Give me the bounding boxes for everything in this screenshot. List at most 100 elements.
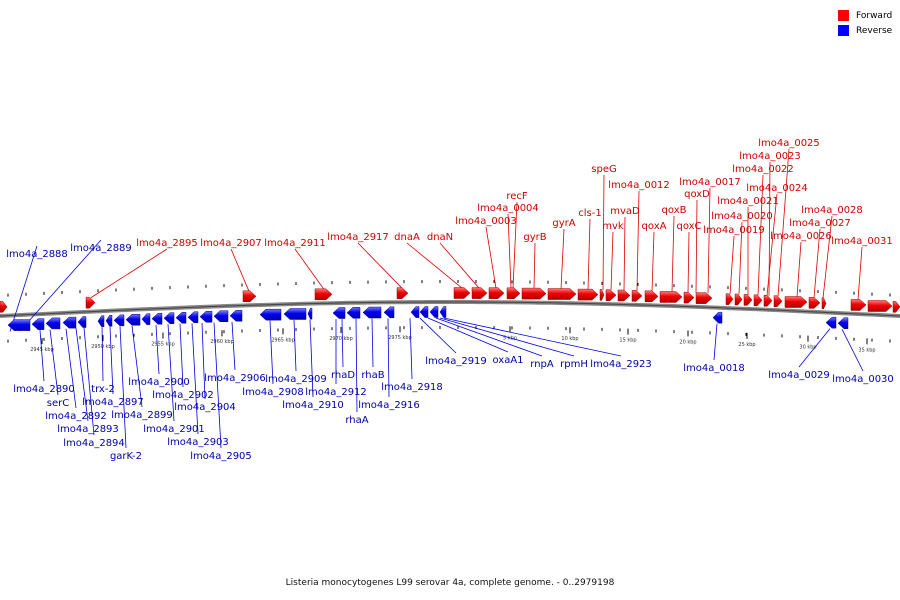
reverse-gene bbox=[383, 306, 395, 319]
leader-oxaa1 bbox=[427, 317, 509, 353]
label-lmo4a-2892: lmo4a_2892 bbox=[45, 411, 107, 422]
label-trx-2: trx-2 bbox=[91, 384, 115, 395]
forward-gene bbox=[631, 290, 643, 302]
label-lmo4a-0003: lmo4a_0003 bbox=[455, 216, 517, 227]
leader-lmo4a-2897 bbox=[109, 326, 114, 395]
reverse-gene bbox=[31, 318, 45, 330]
leader-dnaa bbox=[406, 242, 463, 289]
reverse-swatch bbox=[838, 25, 849, 36]
forward-gene bbox=[773, 295, 783, 307]
leader-lmo4a-2894 bbox=[83, 327, 95, 436]
label-gark-2: garK-2 bbox=[110, 451, 142, 462]
label-lmo4a-2910: lmo4a_2910 bbox=[282, 400, 344, 411]
forward-gene bbox=[547, 288, 577, 300]
label-leader-lines bbox=[9, 148, 864, 449]
reverse-gene bbox=[7, 319, 31, 331]
leader-dnan bbox=[439, 242, 480, 289]
label-lmo4a-2895: lmo4a_2895 bbox=[136, 238, 198, 249]
label-lmo4a-2905: lmo4a_2905 bbox=[190, 451, 252, 462]
label-lmo4a-0020: lmo4a_0020 bbox=[711, 211, 773, 222]
label-lmo4a-2903: lmo4a_2903 bbox=[167, 437, 229, 448]
reverse-gene bbox=[307, 307, 313, 320]
label-lmo4a-0021: lmo4a_0021 bbox=[717, 196, 779, 207]
label-speg: speG bbox=[591, 164, 616, 175]
leader-trx-2 bbox=[101, 327, 104, 382]
genome-caption: Listeria monocytogenes L99 serovar 4a, c… bbox=[285, 578, 615, 588]
forward-gene bbox=[753, 294, 763, 307]
reverse-gene bbox=[825, 316, 837, 329]
reverse-gene bbox=[62, 316, 77, 329]
leader-lmo4a-0003 bbox=[485, 226, 497, 289]
leader-gark-2 bbox=[119, 326, 127, 449]
leader-serc bbox=[49, 329, 59, 396]
leader-lmo4a-0004 bbox=[507, 213, 512, 289]
label-lmo4a-0023: lmo4a_0023 bbox=[739, 151, 801, 162]
leader-rhaa bbox=[355, 318, 358, 413]
leader-lmo4a-2917 bbox=[357, 242, 403, 289]
forward-gene bbox=[314, 288, 333, 301]
reverse-gene bbox=[113, 314, 125, 327]
label-lmo4a-2893: lmo4a_2893 bbox=[57, 424, 119, 435]
reverse-gene bbox=[175, 311, 187, 324]
forward-gene bbox=[0, 301, 8, 313]
label-lmo4a-2906: lmo4a_2906 bbox=[204, 373, 266, 384]
leader-lmo4a-2919 bbox=[419, 317, 457, 354]
label-lmo4a-2894: lmo4a_2894 bbox=[63, 438, 125, 449]
leader-lmo4a-2899 bbox=[131, 325, 143, 408]
leader-lmo4a-0020 bbox=[738, 221, 743, 295]
reverse-gene bbox=[141, 313, 151, 325]
forward-gene bbox=[599, 289, 605, 301]
label-lmo4a-0019: lmo4a_0019 bbox=[703, 225, 765, 236]
leader-gyrb bbox=[533, 242, 536, 289]
tick-label: 15 kbp bbox=[619, 338, 636, 344]
reverse-gene bbox=[163, 312, 175, 324]
label-lmo4a-2901: lmo4a_2901 bbox=[143, 424, 205, 435]
tick-label: 5 kbp bbox=[503, 335, 517, 341]
leader-lmo4a-2895 bbox=[90, 248, 168, 298]
legend: Forward Reverse bbox=[838, 8, 892, 38]
reverse-gene bbox=[229, 309, 243, 322]
forward-gene bbox=[695, 292, 713, 304]
leader-lmo4a-0018 bbox=[713, 323, 718, 361]
label-qoxa: qoxA bbox=[642, 221, 667, 232]
label-cls-1: cls-1 bbox=[578, 208, 601, 219]
leader-mvad bbox=[623, 216, 626, 291]
reverse-gene bbox=[410, 306, 420, 318]
reverse-gene bbox=[45, 317, 61, 330]
leader-lmo4a-2906 bbox=[231, 321, 236, 371]
label-lmo4a-2908: lmo4a_2908 bbox=[242, 387, 304, 398]
tick-label: 35 kbp bbox=[858, 347, 875, 353]
label-lmo4a-2911: lmo4a_2911 bbox=[264, 238, 326, 249]
leader-qoxa bbox=[651, 231, 655, 292]
label-mvk: mvk bbox=[602, 221, 624, 232]
reverse-gene bbox=[429, 306, 439, 318]
label-lmo4a-2912: lmo4a_2912 bbox=[305, 387, 367, 398]
leader-lmo4a-0025 bbox=[777, 148, 790, 297]
forward-gene bbox=[683, 291, 695, 304]
leader-cls-1 bbox=[587, 218, 591, 290]
forward-gene bbox=[867, 300, 893, 312]
tick-label: 2975 kbp bbox=[388, 335, 412, 341]
tick-label: 2960 kbp bbox=[210, 339, 234, 345]
forward-gene bbox=[617, 289, 631, 302]
tick-label: 25 kbp bbox=[738, 342, 755, 348]
forward-gene bbox=[521, 287, 547, 300]
reverse-gene bbox=[362, 306, 382, 319]
leader-speg bbox=[602, 174, 605, 290]
leader-lmo4a-0019 bbox=[729, 235, 735, 295]
reverse-gene bbox=[332, 307, 346, 319]
leader-lmo4a-2888 bbox=[9, 245, 38, 332]
label-lmo4a-0026: lmo4a_0026 bbox=[770, 231, 832, 242]
leader-lmo4a-2911 bbox=[294, 248, 325, 290]
leader-lmo4a-0031 bbox=[857, 246, 863, 300]
label-lmo4a-2889: lmo4a_2889 bbox=[70, 243, 132, 254]
forward-gene bbox=[808, 297, 821, 309]
leader-lmo4a-2893 bbox=[75, 328, 89, 422]
reverse-gene bbox=[105, 315, 113, 327]
leader-lmo4a-2903 bbox=[191, 323, 199, 435]
reverse-gene bbox=[259, 308, 282, 321]
forward-gene bbox=[644, 290, 659, 303]
label-dnan: dnaN bbox=[427, 232, 453, 243]
label-lmo4a-2916: lmo4a_2916 bbox=[358, 400, 420, 411]
reverse-gene bbox=[97, 315, 105, 327]
